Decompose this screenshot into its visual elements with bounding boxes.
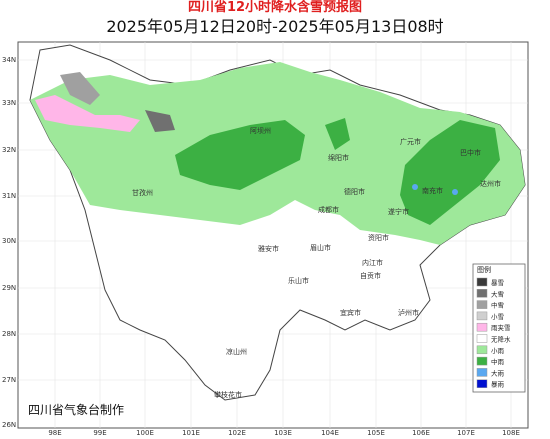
legend-swatch [476, 345, 488, 355]
snow-area [145, 110, 175, 132]
city-label: 广元市 [400, 137, 421, 146]
legend-swatch [476, 368, 488, 377]
footer: 四川省气象台制作 [28, 402, 124, 417]
lon-label: 101E [182, 429, 200, 437]
lat-label: 31N [2, 192, 16, 200]
city-label: 南充市 [422, 186, 443, 195]
city-label: 宜宾市 [340, 308, 361, 317]
lon-label: 108E [502, 429, 520, 437]
city-label: 自贡市 [360, 271, 381, 280]
city-label: 乐山市 [288, 276, 309, 285]
legend-swatch [476, 356, 488, 366]
legend-label: 中雨 [491, 357, 505, 366]
legend-label: 暴雪 [491, 279, 504, 287]
snow-area [60, 72, 100, 105]
legend-label: 小雪 [491, 312, 504, 321]
heavy-rain-spot [412, 184, 418, 190]
legend-label: 暴雨 [491, 381, 505, 389]
lon-label: 104E [321, 429, 339, 437]
lon-label: 102E [228, 429, 246, 437]
city-label: 绵阳市 [328, 153, 349, 162]
city-label: 阿坝州 [250, 126, 271, 135]
sleet-area [35, 95, 140, 132]
lat-label: 30N [2, 237, 16, 245]
lat-label: 27N [2, 376, 16, 384]
heavy-rain-spot [452, 189, 458, 195]
city-label: 泸州市 [398, 308, 419, 317]
city-label: 甘孜州 [132, 188, 153, 197]
city-label: 巴中市 [460, 148, 481, 157]
legend-label: 大雪 [491, 289, 504, 298]
city-label: 凉山州 [226, 347, 247, 356]
city-label: 达州市 [480, 179, 501, 188]
city-label: 雅安市 [258, 244, 279, 253]
lon-label: 99E [93, 429, 106, 437]
map-subtitle: 2025年05月12日20时-2025年05月13日08时 [106, 17, 443, 36]
lat-label: 34N [2, 56, 16, 64]
lat-label: 26N [2, 421, 16, 429]
lat-label: 32N [2, 146, 16, 154]
legend-label: 大雨 [491, 368, 505, 377]
lon-label: 107E [457, 429, 475, 437]
legend-label: 无降水 [491, 335, 511, 344]
lon-label: 103E [274, 429, 292, 437]
legend-swatch [476, 289, 488, 298]
map-title: 四川省12小时降水含雪预报图 [188, 0, 362, 15]
longitude-labels: 98E 99E 100E 101E 102E 103E 104E 105E 106E 107E 10… [48, 429, 520, 437]
lat-label: 28N [2, 330, 16, 338]
city-label: 遂宁市 [388, 207, 409, 216]
lon-label: 106E [412, 429, 430, 437]
moderate-rain-area [400, 120, 500, 225]
lon-label: 105E [367, 429, 385, 437]
legend-swatch [476, 334, 488, 343]
lon-label: 98E [48, 429, 61, 437]
legend-swatch [476, 379, 488, 388]
lat-label: 29N [2, 284, 16, 292]
lon-label: 100E [136, 429, 154, 437]
legend-label: 雨夹雪 [491, 323, 511, 332]
city-label: 德阳市 [344, 187, 365, 196]
lat-label: 33N [2, 99, 16, 107]
city-label: 成都市 [318, 205, 339, 214]
legend-title: 图例 [477, 265, 491, 274]
legend-label: 小雨 [491, 346, 505, 355]
legend-label: 中雪 [491, 301, 504, 310]
city-label: 资阳市 [368, 233, 389, 242]
city-label: 内江市 [362, 258, 383, 267]
legend-swatch [476, 277, 488, 287]
latitude-labels: 34N 33N 32N 31N 30N 29N 28N 27N 26N [2, 56, 16, 429]
legend-swatch [476, 300, 488, 309]
moderate-rain-area [325, 118, 350, 150]
legend-swatch [476, 322, 488, 332]
city-label: 眉山市 [310, 243, 331, 252]
legend-swatch [476, 311, 488, 321]
city-label: 攀枝花市 [214, 390, 242, 399]
moderate-rain-area [175, 120, 305, 190]
